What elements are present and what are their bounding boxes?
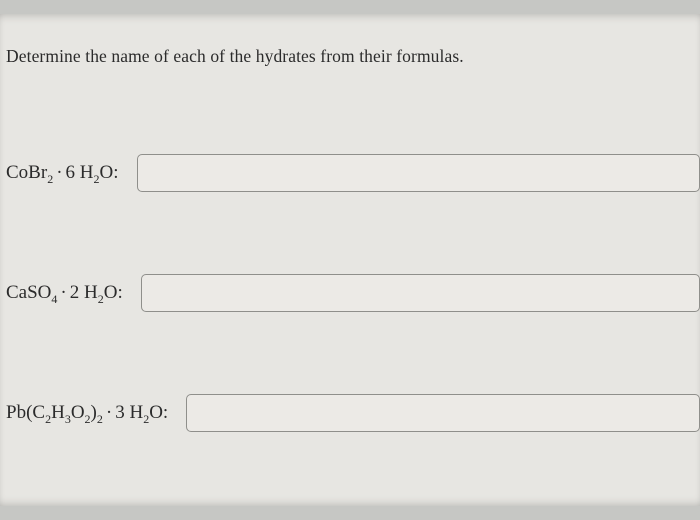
formula-label-3: Pb(C2H3O2)2·3 H2O: bbox=[6, 402, 186, 424]
hydrate-row-1: CoBr2·6 H2O: bbox=[6, 154, 700, 192]
answer-input-2[interactable] bbox=[141, 274, 700, 312]
formula-label-1: CoBr2·6 H2O: bbox=[6, 162, 137, 184]
hydrate-row-2: CaSO4·2 H2O: bbox=[6, 274, 700, 312]
hydrate-row-3: Pb(C2H3O2)2·3 H2O: bbox=[6, 394, 700, 432]
worksheet-page: Determine the name of each of the hydrat… bbox=[0, 14, 700, 506]
formula-label-2: CaSO4·2 H2O: bbox=[6, 282, 141, 304]
answer-input-3[interactable] bbox=[186, 394, 700, 432]
answer-input-1[interactable] bbox=[137, 154, 700, 192]
question-prompt: Determine the name of each of the hydrat… bbox=[6, 46, 464, 67]
